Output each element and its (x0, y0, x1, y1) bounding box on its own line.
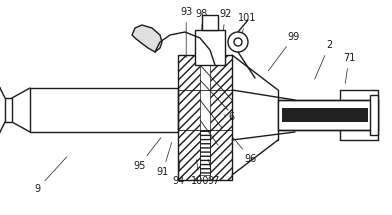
Text: 94: 94 (172, 160, 185, 186)
Text: 98: 98 (196, 9, 208, 62)
Text: 2: 2 (315, 40, 332, 79)
Text: 96: 96 (233, 138, 257, 164)
Text: 92: 92 (219, 9, 232, 57)
Text: 97: 97 (207, 160, 220, 186)
Bar (200, 55, 210, 130)
Bar (195, 30, 225, 65)
Text: 71: 71 (343, 53, 355, 83)
Bar (202, 15, 218, 30)
Bar (282, 108, 368, 122)
Text: 101: 101 (236, 13, 256, 51)
Polygon shape (132, 25, 162, 52)
Bar (30, 88, 178, 132)
Circle shape (228, 32, 248, 52)
Text: 95: 95 (133, 138, 161, 170)
Bar (5, 98, 12, 122)
Bar (370, 95, 378, 135)
Text: 93: 93 (180, 7, 192, 57)
Bar (178, 55, 200, 180)
Text: 100: 100 (191, 160, 209, 186)
Text: 91: 91 (156, 142, 172, 177)
Bar (278, 100, 378, 130)
Text: 9: 9 (34, 157, 67, 194)
Text: 6: 6 (224, 112, 234, 122)
Text: 99: 99 (268, 32, 300, 71)
Circle shape (234, 38, 242, 46)
Bar (200, 130, 210, 175)
Bar (178, 55, 232, 180)
Bar (210, 55, 232, 180)
